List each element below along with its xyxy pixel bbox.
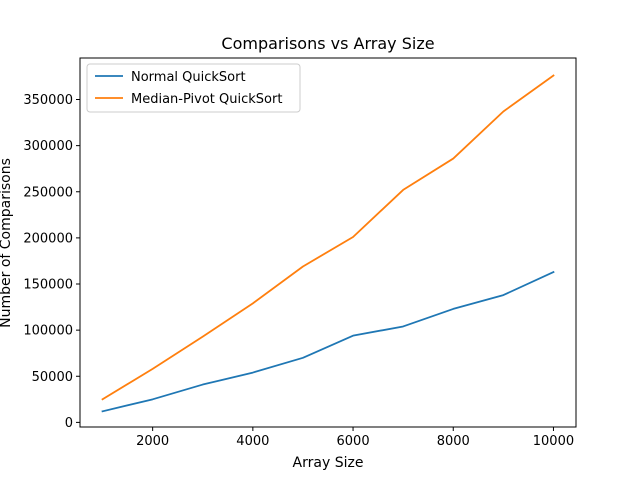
legend: Normal QuickSort Median-Pivot QuickSort bbox=[86, 63, 301, 113]
x-tick-label: 4000 bbox=[236, 434, 269, 449]
x-tick-label: 10000 bbox=[533, 434, 574, 449]
legend-box bbox=[86, 63, 301, 113]
y-axis-ticks: 0 50000 100000 150000 200000 250000 300000 3500… bbox=[23, 93, 80, 431]
series-layer bbox=[101, 74, 555, 413]
y-tick-label: 300000 bbox=[23, 139, 73, 154]
y-tick-label: 150000 bbox=[23, 278, 73, 293]
x-tick-label: 6000 bbox=[337, 434, 370, 449]
y-tick-label: 200000 bbox=[23, 231, 73, 246]
plot-frame bbox=[79, 57, 577, 428]
x-axis-ticks: 2000 4000 6000 8000 10000 bbox=[136, 427, 574, 449]
y-tick-label: 0 bbox=[65, 416, 73, 431]
x-tick-label: 8000 bbox=[437, 434, 470, 449]
y-tick-label: 50000 bbox=[32, 370, 73, 385]
series-line-median-pivot-quicksort bbox=[101, 74, 555, 401]
series-line-normal-quicksort bbox=[101, 270, 555, 413]
y-tick-label: 250000 bbox=[23, 185, 73, 200]
legend-label-median-pivot-quicksort: Median-Pivot QuickSort bbox=[131, 92, 282, 107]
legend-label-normal-quicksort: Normal QuickSort bbox=[131, 70, 246, 85]
x-axis-label: Array Size bbox=[293, 455, 364, 471]
x-tick-label: 2000 bbox=[136, 434, 169, 449]
y-axis-label: Number of Comparisons bbox=[0, 158, 14, 328]
y-tick-label: 350000 bbox=[23, 93, 73, 108]
chart-title: Comparisons vs Array Size bbox=[221, 34, 434, 53]
y-tick-label: 100000 bbox=[23, 324, 73, 339]
